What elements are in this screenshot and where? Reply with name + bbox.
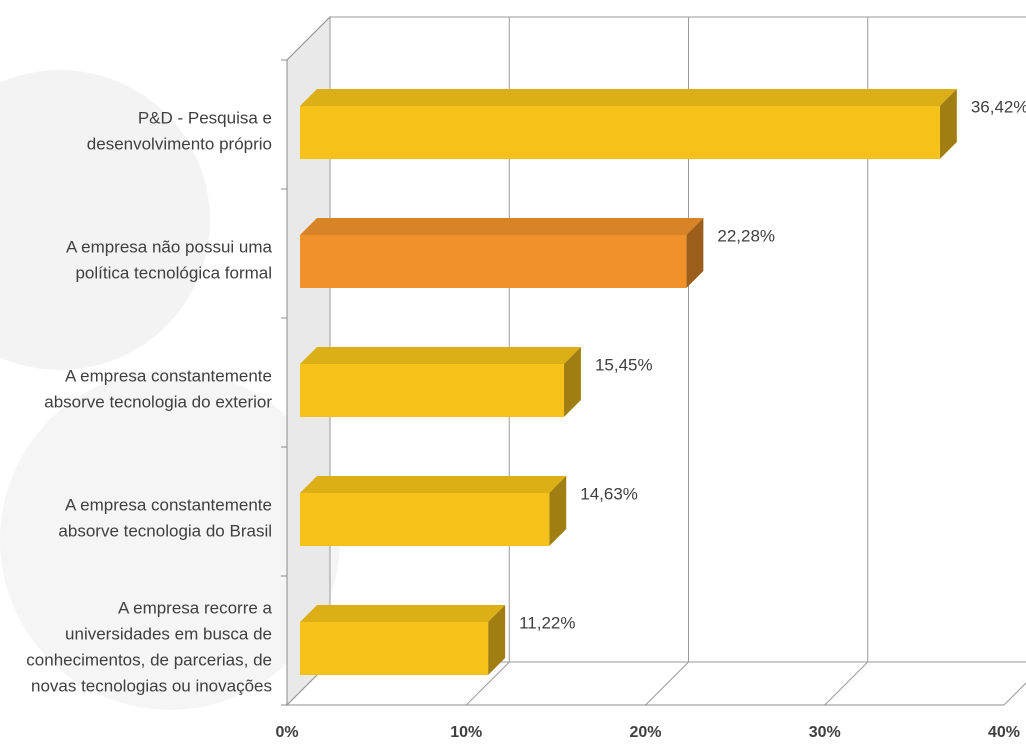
- bar-value-label: 15,45%: [595, 355, 653, 374]
- bar-value-label: 36,42%: [971, 97, 1026, 116]
- x-tick-label: 20%: [629, 724, 661, 741]
- category-label: A empresa constantemente absorve tecnolog…: [44, 367, 272, 412]
- bar-end-face: [563, 347, 581, 417]
- bar-value-label: 14,63%: [580, 484, 638, 503]
- bar-top-face: [300, 347, 581, 364]
- bar-value-label: 22,28%: [717, 226, 775, 245]
- floor-gridline: [824, 661, 869, 706]
- bar-value-label: 11,22%: [519, 613, 575, 632]
- bg-blob: [0, 70, 210, 370]
- category-label-line: A empresa não possui uma: [66, 238, 273, 257]
- bar-end-face: [939, 89, 957, 159]
- x-tick-label: 10%: [450, 724, 482, 741]
- bar-front-face: [300, 493, 550, 546]
- bar-top-face: [300, 218, 704, 235]
- category-label-line: política tecnológica formal: [75, 264, 272, 283]
- bar-front-face: [300, 364, 564, 417]
- category-label-line: absorve tecnologia do exterior: [44, 393, 272, 412]
- bar-end-face: [488, 605, 506, 675]
- category-label-line: universidades em busca de: [65, 625, 272, 644]
- bar: [300, 605, 506, 675]
- bar: [300, 476, 567, 546]
- x-tick-label: 40%: [988, 724, 1020, 741]
- bar-top-face: [300, 476, 567, 493]
- bar: [300, 347, 581, 417]
- bar: [300, 89, 957, 159]
- bar-front-face: [300, 622, 489, 675]
- category-label-line: conhecimentos, de parcerias, de: [26, 651, 272, 670]
- bg-blob: [0, 370, 340, 710]
- category-label-line: novas tecnologias ou inovações: [31, 677, 272, 696]
- bar-top-face: [300, 605, 506, 622]
- category-label-line: P&D - Pesquisa e: [138, 109, 272, 128]
- category-label-line: A empresa recorre a: [118, 599, 273, 618]
- category-label: P&D - Pesquisa e desenvolvimento próprio: [87, 109, 272, 154]
- category-label-line: desenvolvimento próprio: [87, 135, 272, 154]
- x-tick-label: 0%: [275, 724, 298, 741]
- bar-front-face: [300, 106, 940, 159]
- background-decoration: [0, 70, 340, 710]
- bar-end-face: [549, 476, 567, 546]
- floor-gridline: [1003, 682, 1026, 706]
- category-label: A empresa constantemente absorve tecnolog…: [58, 496, 272, 541]
- floor-gridline: [645, 661, 689, 706]
- category-label-line: A empresa constantemente: [65, 496, 272, 515]
- category-label-line: absorve tecnologia do Brasil: [58, 522, 272, 541]
- bar: [300, 218, 704, 288]
- bar-front-face: [300, 235, 687, 288]
- category-label-line: A empresa constantemente: [65, 367, 272, 386]
- bar-end-face: [686, 218, 704, 288]
- bar-top-face: [300, 89, 957, 106]
- floor-gridline: [465, 661, 510, 706]
- x-tick-label: 30%: [809, 724, 841, 741]
- category-label: A empresa recorre a universidades em busc…: [26, 599, 272, 696]
- category-label: A empresa não possui uma política tecnoló…: [66, 238, 273, 283]
